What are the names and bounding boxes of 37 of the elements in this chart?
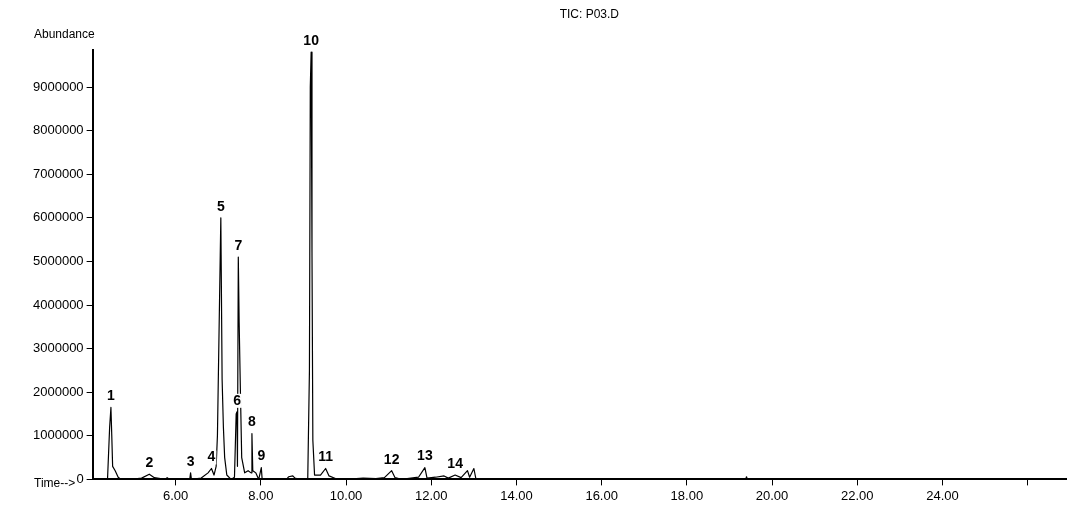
annotation: 13 — [417, 447, 433, 464]
annotation: 7 — [234, 236, 243, 253]
y-tick-label: 0 — [76, 470, 84, 486]
chart-title: TIC: P03.D — [559, 7, 620, 21]
y-tick-label: 4000000 — [32, 296, 84, 312]
annotation: 8 — [248, 413, 257, 430]
x-tick-label: 6.00 — [163, 487, 189, 503]
x-tick-label: 10.00 — [329, 487, 363, 503]
x-tick-label: 16.00 — [585, 487, 618, 503]
x-tick-label: 14.00 — [500, 487, 533, 503]
annotation: 6 — [233, 391, 242, 408]
annotation: 14 — [447, 454, 464, 471]
annotation: 2 — [145, 454, 154, 471]
y-tick-label: 7000000 — [32, 165, 84, 181]
x-tick-label: 22.00 — [840, 487, 874, 503]
annotation: 1 — [107, 387, 116, 404]
annotation: 10 — [303, 32, 320, 49]
y-tick-label: 9000000 — [32, 78, 84, 94]
x-tick-label: 18.00 — [670, 487, 704, 503]
y-tick-label: 8000000 — [32, 122, 84, 138]
y-tick-label: 5000000 — [32, 253, 84, 269]
annotation: 11 — [318, 448, 334, 465]
x-axis-title: Time--> — [34, 475, 76, 490]
annotation: 9 — [257, 447, 266, 464]
x-tick-label: 20.00 — [755, 487, 789, 503]
x-tick-label: 8.00 — [248, 487, 274, 503]
y-tick-label: 1000000 — [32, 427, 84, 443]
y-tick-label: 6000000 — [32, 209, 84, 225]
y-tick-label: 2000000 — [32, 383, 84, 399]
x-tick-label: 24.00 — [926, 487, 959, 503]
y-axis-title: Abundance — [34, 27, 96, 41]
annotation: 4 — [207, 448, 216, 465]
y-tick-label: 3000000 — [32, 340, 84, 356]
x-tick-label: 12.00 — [415, 487, 448, 503]
annotation: 5 — [216, 197, 225, 214]
annotation: 12 — [383, 450, 400, 467]
annotation: 3 — [186, 452, 195, 469]
